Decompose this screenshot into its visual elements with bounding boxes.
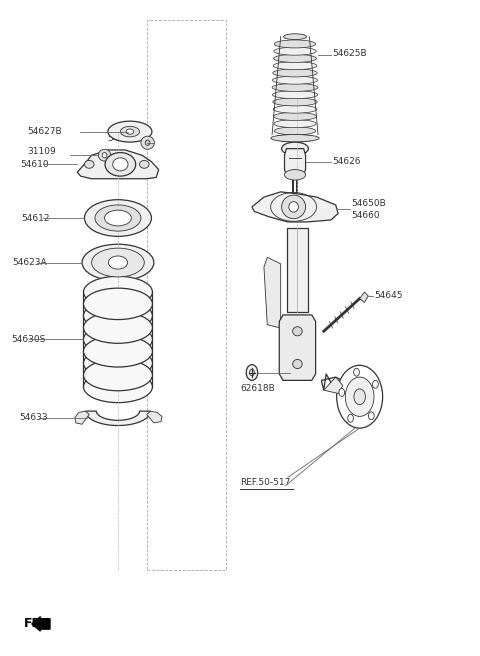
Polygon shape: [264, 257, 281, 328]
Ellipse shape: [274, 112, 316, 121]
Ellipse shape: [145, 140, 150, 146]
Ellipse shape: [84, 336, 153, 367]
Ellipse shape: [293, 359, 302, 369]
Ellipse shape: [84, 300, 153, 331]
Text: 54559B: 54559B: [107, 134, 142, 142]
Ellipse shape: [82, 244, 154, 281]
Ellipse shape: [273, 76, 318, 84]
Ellipse shape: [285, 170, 306, 180]
Polygon shape: [285, 149, 306, 174]
Text: FR.: FR.: [24, 617, 47, 630]
Ellipse shape: [140, 161, 149, 169]
Ellipse shape: [345, 377, 374, 417]
Ellipse shape: [113, 158, 128, 171]
Bar: [147, 20, 226, 570]
Ellipse shape: [339, 388, 345, 396]
Ellipse shape: [84, 348, 153, 379]
Text: 54645: 54645: [374, 291, 403, 300]
Ellipse shape: [98, 150, 111, 161]
Ellipse shape: [84, 276, 153, 308]
Ellipse shape: [108, 256, 128, 269]
Ellipse shape: [84, 359, 153, 391]
Ellipse shape: [293, 327, 302, 336]
Ellipse shape: [120, 127, 140, 137]
Polygon shape: [252, 192, 338, 222]
Polygon shape: [360, 292, 368, 302]
Ellipse shape: [272, 83, 318, 91]
Ellipse shape: [369, 412, 374, 420]
Ellipse shape: [273, 91, 318, 98]
Polygon shape: [322, 374, 374, 413]
Ellipse shape: [84, 199, 152, 236]
Ellipse shape: [274, 119, 316, 128]
Ellipse shape: [273, 69, 317, 77]
Ellipse shape: [273, 105, 317, 113]
Ellipse shape: [274, 47, 316, 55]
Text: 54633: 54633: [19, 413, 48, 422]
Ellipse shape: [84, 371, 153, 403]
Ellipse shape: [273, 98, 317, 106]
Ellipse shape: [105, 210, 132, 226]
Ellipse shape: [108, 121, 152, 142]
Text: 54650B: 54650B: [351, 199, 386, 208]
Text: 54660: 54660: [351, 211, 380, 220]
Ellipse shape: [275, 134, 315, 142]
Ellipse shape: [348, 415, 353, 422]
Text: 54627B: 54627B: [27, 127, 61, 136]
Ellipse shape: [141, 136, 155, 150]
Polygon shape: [324, 377, 343, 394]
Polygon shape: [77, 150, 158, 178]
Ellipse shape: [84, 324, 153, 355]
Text: REF.50-517: REF.50-517: [240, 478, 290, 487]
Ellipse shape: [246, 365, 258, 380]
Text: 54626: 54626: [332, 157, 361, 166]
Ellipse shape: [274, 40, 316, 48]
Ellipse shape: [282, 195, 306, 218]
Polygon shape: [147, 411, 162, 423]
Polygon shape: [85, 411, 151, 426]
Ellipse shape: [84, 312, 153, 343]
Ellipse shape: [354, 389, 365, 405]
Ellipse shape: [84, 161, 94, 169]
Ellipse shape: [289, 201, 299, 212]
Ellipse shape: [372, 380, 378, 388]
Ellipse shape: [250, 369, 254, 376]
Polygon shape: [279, 315, 316, 380]
Ellipse shape: [354, 368, 360, 376]
Text: 54623A: 54623A: [12, 258, 48, 267]
FancyArrow shape: [32, 617, 50, 631]
Ellipse shape: [284, 34, 307, 39]
Ellipse shape: [336, 365, 383, 428]
Ellipse shape: [273, 62, 317, 70]
Text: 54630S: 54630S: [11, 335, 46, 344]
Bar: [287, 228, 308, 312]
Ellipse shape: [282, 142, 309, 155]
Text: 31109: 31109: [27, 148, 56, 156]
Text: 54610: 54610: [20, 160, 48, 169]
Ellipse shape: [102, 153, 107, 158]
Polygon shape: [75, 411, 89, 424]
Text: 54625B: 54625B: [332, 49, 367, 58]
Ellipse shape: [126, 129, 134, 134]
Ellipse shape: [274, 127, 316, 135]
Ellipse shape: [271, 134, 319, 142]
Text: 54612: 54612: [21, 213, 49, 222]
Ellipse shape: [92, 248, 144, 277]
Text: 62618B: 62618B: [240, 384, 275, 394]
Ellipse shape: [274, 54, 316, 62]
Ellipse shape: [95, 205, 141, 231]
Ellipse shape: [84, 288, 153, 319]
Ellipse shape: [105, 153, 136, 176]
